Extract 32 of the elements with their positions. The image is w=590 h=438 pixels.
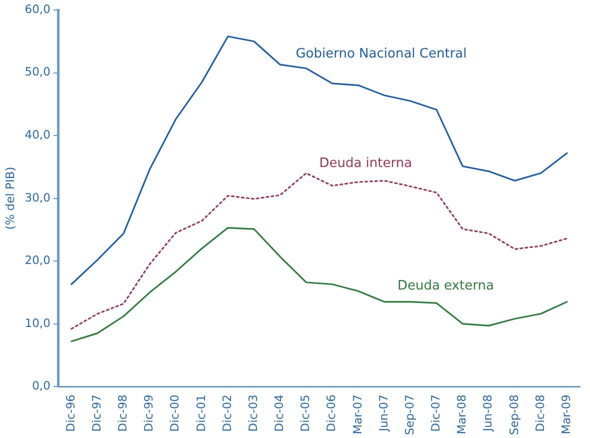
x-tick-label: Dic-96 (63, 394, 78, 432)
x-tick-label: Dic-98 (116, 394, 130, 432)
x-tick-label: Mar-08 (454, 394, 469, 434)
series-label: Gobierno Nacional Central (296, 46, 467, 62)
y-tick-label: 40,0 (24, 128, 50, 142)
y-axis-title: (% del PIB) (2, 166, 17, 230)
x-tick-label: Sep-07 (402, 394, 416, 436)
line-series (70, 172, 568, 330)
y-tick-label: 50,0 (24, 64, 50, 79)
x-tick-label: Dic-05 (298, 394, 312, 432)
x-tick-label: Dic-08 (532, 394, 547, 432)
x-tick-label: Dic-04 (272, 394, 286, 432)
x-tick-label: Sep-08 (506, 394, 521, 436)
x-tick-label: Dic-02 (220, 394, 234, 432)
y-tick-label: 60,0 (24, 2, 50, 16)
y-tick-label: 10,0 (24, 316, 50, 330)
x-tick-label: Mar-09 (558, 394, 573, 434)
x-tick-label: Dic-06 (324, 394, 338, 432)
x-tick-label: Dic-99 (142, 394, 156, 432)
x-tick-label: Dic-01 (194, 394, 208, 432)
x-tick-label: Jun-07 (376, 394, 390, 432)
x-tick-label: Dic-00 (168, 394, 182, 432)
x-tick-label: Jun-08 (480, 394, 495, 432)
y-tick-label: 0,0 (32, 378, 50, 393)
x-tick-label: Mar-07 (350, 394, 364, 434)
series-label: Deuda interna (319, 156, 412, 172)
y-tick-label: 20,0 (24, 253, 50, 268)
x-tick-label: Dic-07 (428, 394, 443, 432)
x-tick-label: Dic-97 (90, 394, 104, 432)
series-label: Deuda externa (397, 278, 494, 294)
y-tick-label: 30,0 (24, 190, 50, 204)
x-tick-label: Dic-03 (246, 394, 260, 432)
